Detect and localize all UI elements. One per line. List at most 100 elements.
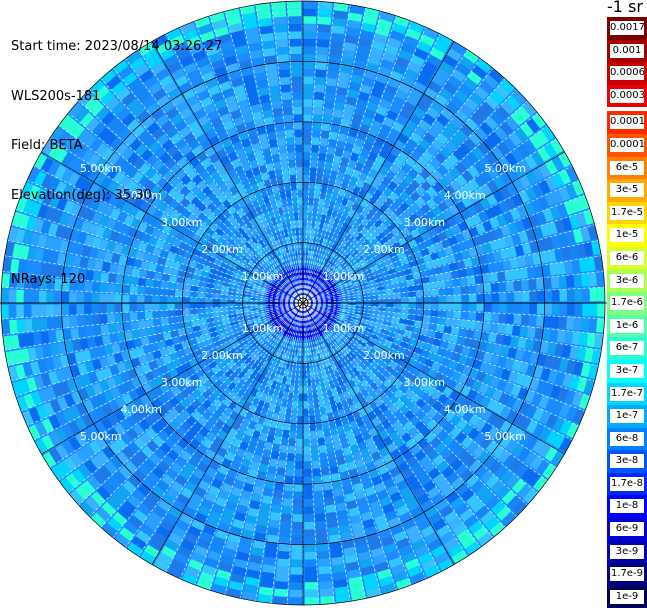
range-gate-cell [274, 24, 287, 33]
range-gate-cell [292, 92, 302, 100]
range-gate-cell [235, 300, 243, 303]
range-gate-cell [48, 331, 57, 344]
range-gate-cell [307, 213, 312, 221]
range-gate-cell [319, 566, 332, 575]
range-gate-cell [304, 469, 312, 477]
range-gate-cell [314, 84, 324, 92]
range-gate-cell [468, 312, 476, 320]
range-gate-cell [498, 282, 506, 292]
range-gate-cell [312, 130, 320, 138]
range-gate-cell [484, 303, 492, 312]
range-gate-cell [70, 328, 79, 340]
range-gate-cell [297, 431, 303, 439]
range-gate-cell [69, 304, 77, 315]
colorbar-swatch: 6e-5 [607, 157, 647, 180]
range-gate-cell [446, 295, 454, 302]
range-gate-cell [490, 323, 499, 333]
range-gate-cell [288, 9, 302, 17]
range-gate-cell [408, 309, 416, 315]
range-gate-cell [298, 401, 303, 409]
range-gate-cell [537, 290, 545, 301]
range-gate-cell [295, 461, 303, 469]
range-gate-cell [198, 309, 206, 314]
range-gate-cell [469, 303, 477, 311]
range-ring-label: 4.00km [120, 403, 162, 416]
range-gate-cell [294, 386, 299, 394]
range-gate-cell [303, 175, 309, 183]
range-gate-cell [296, 167, 302, 175]
range-gate-cell [312, 453, 320, 461]
range-gate-cell [431, 296, 439, 302]
range-gate-cell [115, 314, 123, 323]
range-gate-cell [446, 303, 454, 310]
range-gate-cell [324, 93, 335, 102]
range-gate-cell [590, 303, 598, 317]
range-gate-cell [287, 453, 295, 461]
range-gate-cell [386, 303, 394, 307]
range-gate-cell [521, 279, 529, 290]
range-gate-cell [528, 279, 536, 290]
range-gate-cell [519, 268, 528, 279]
range-gate-cell [315, 69, 326, 77]
range-gate-cell [274, 589, 288, 598]
range-gate-cell [262, 564, 275, 573]
range-gate-cell [275, 32, 288, 41]
range-gate-cell [294, 499, 303, 507]
range-gate-cell [416, 297, 424, 303]
range-gate-cell [416, 309, 424, 315]
range-gate-cell [303, 1, 317, 9]
range-gate-cell [596, 271, 605, 285]
range-gate-cell [274, 115, 283, 124]
range-gate-cell [54, 305, 62, 317]
range-gate-cell [581, 273, 590, 287]
range-gate-cell [327, 519, 338, 528]
range-gate-cell [266, 70, 278, 79]
range-gate-cell [168, 317, 176, 324]
range-gate-cell [303, 197, 308, 205]
range-gate-cell [107, 304, 115, 313]
range-gate-cell [300, 356, 303, 364]
range-gate-cell [566, 275, 575, 288]
range-gate-cell [304, 424, 310, 432]
range-gate-cell [536, 278, 544, 290]
range-gate-cell [453, 286, 461, 294]
range-gate-cell [309, 182, 315, 190]
range-gate-cell [328, 527, 340, 536]
range-gate-cell [527, 266, 536, 278]
range-gate-cell [326, 504, 337, 513]
range-gate-cell [446, 311, 454, 318]
range-gate-cell [47, 318, 56, 330]
range-gate-cell [522, 291, 530, 302]
range-gate-cell [304, 409, 309, 417]
range-gate-cell [228, 300, 236, 304]
range-gate-cell [297, 416, 303, 424]
range-gate-cell [31, 305, 39, 318]
range-gate-cell [293, 507, 303, 515]
range-gate-cell [305, 552, 317, 560]
range-gate-cell [315, 62, 327, 70]
range-ring-label: 5.00km [80, 430, 122, 443]
range-gate-cell [268, 527, 280, 536]
range-gate-cell [505, 324, 514, 335]
range-gate-cell [514, 292, 522, 302]
range-gate-cell [454, 295, 462, 302]
range-gate-cell [469, 294, 477, 302]
range-gate-cell [303, 76, 313, 84]
range-gate-cell [566, 317, 574, 330]
range-gate-cell [551, 316, 559, 328]
range-gate-cell [292, 408, 298, 416]
range-gate-cell [475, 321, 484, 330]
range-gate-cell [303, 24, 316, 32]
range-gate-cell [401, 292, 409, 297]
range-gate-cell [313, 468, 322, 476]
range-gate-cell [521, 315, 529, 326]
range-gate-cell [476, 284, 484, 293]
range-gate-cell [597, 303, 605, 317]
range-gate-cell [263, 557, 276, 566]
range-gate-cell [69, 316, 77, 327]
range-gate-cell [468, 285, 476, 294]
range-gate-cell [292, 99, 302, 107]
range-ring-label: 3.00km [404, 376, 446, 389]
range-gate-cell [321, 460, 329, 469]
range-gate-cell [276, 566, 289, 574]
